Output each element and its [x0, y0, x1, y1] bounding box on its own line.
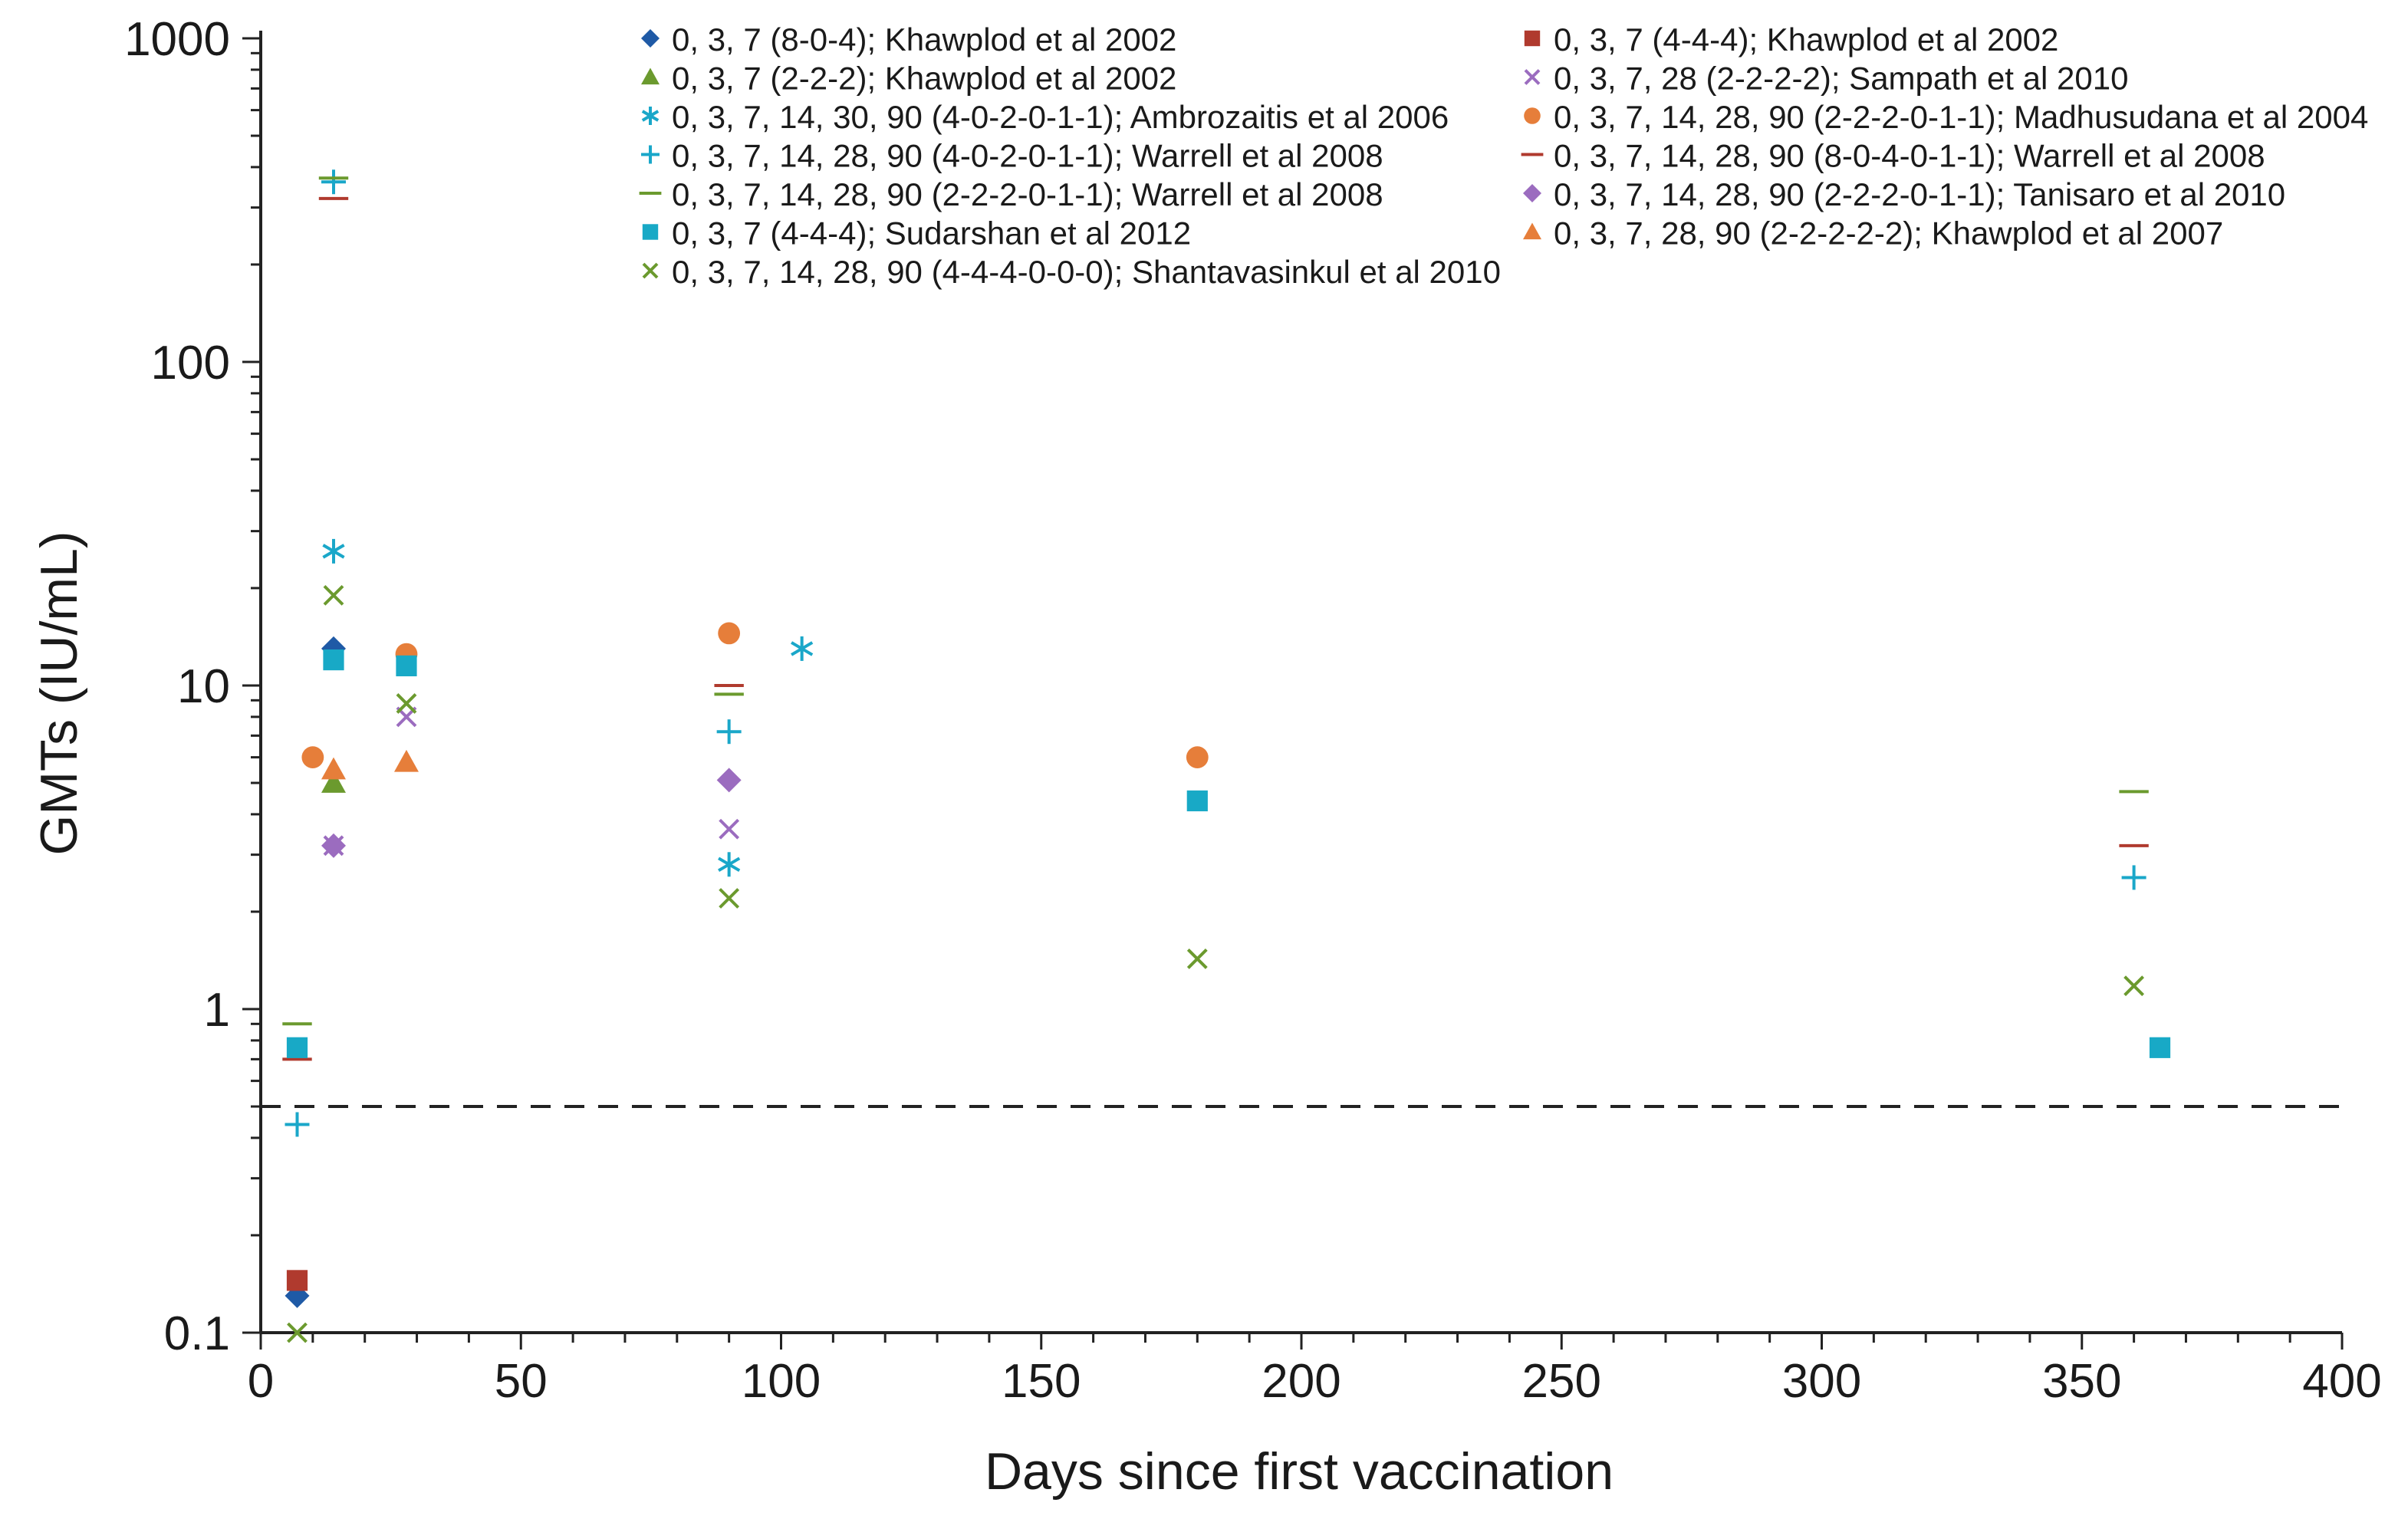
- y-tick-label: 0.1: [164, 1307, 230, 1360]
- data-point: [2149, 1037, 2171, 1058]
- legend-item: 0, 3, 7, 28 (2-2-2-2); Sampath et al 201…: [1524, 61, 2128, 97]
- legend-marker: [641, 29, 660, 48]
- x-tick-label: 50: [495, 1355, 548, 1408]
- data-point: [716, 768, 742, 793]
- y-tick-label: 1: [204, 984, 230, 1037]
- data-point: [287, 1322, 308, 1343]
- legend-label: 0, 3, 7, 14, 30, 90 (4-0-2-0-1-1); Ambro…: [672, 99, 1449, 135]
- data-point: [2121, 865, 2146, 890]
- legend-item: 0, 3, 7, 14, 28, 90 (2-2-2-0-1-1); Madhu…: [1524, 99, 2368, 135]
- legend-marker: [1524, 69, 1541, 85]
- data-point: [301, 746, 324, 769]
- data-point: [321, 833, 346, 858]
- x-tick-label: 400: [2302, 1355, 2381, 1408]
- data-point: [1186, 746, 1209, 769]
- legend-item: 0, 3, 7 (8-0-4); Khawplod et al 2002: [641, 21, 1176, 58]
- y-tick-label: 10: [177, 660, 230, 713]
- legend-label: 0, 3, 7, 14, 28, 90 (4-0-2-0-1-1); Warre…: [672, 138, 1383, 174]
- data-point: [321, 757, 346, 780]
- legend-label: 0, 3, 7 (2-2-2); Khawplod et al 2002: [672, 61, 1176, 97]
- legend-marker: [1524, 30, 1541, 47]
- data-point: [396, 655, 417, 676]
- data-point: [393, 749, 419, 772]
- data-points: [282, 169, 2171, 1343]
- legend-marker: [641, 107, 660, 125]
- legend-item: 0, 3, 7, 14, 28, 90 (4-4-4-0-0-0); Shant…: [642, 254, 1501, 290]
- legend-label: 0, 3, 7 (4-4-4); Khawplod et al 2002: [1554, 21, 2058, 58]
- data-point: [396, 693, 417, 714]
- legend-item: 0, 3, 7 (4-4-4); Sudarshan et al 2012: [642, 215, 1191, 252]
- legend-label: 0, 3, 7, 14, 28, 90 (2-2-2-0-1-1); Tanis…: [1554, 176, 2285, 212]
- legend-marker: [1523, 222, 1541, 240]
- legend-item: 0, 3, 7, 14, 28, 90 (2-2-2-0-1-1); Warre…: [639, 176, 1383, 212]
- data-point: [1186, 790, 1208, 812]
- legend-item: 0, 3, 7, 14, 28, 90 (4-0-2-0-1-1); Warre…: [641, 138, 1383, 174]
- legend-marker: [642, 224, 659, 240]
- data-point: [791, 636, 814, 661]
- y-tick-label: 1000: [124, 13, 230, 66]
- data-point: [718, 852, 741, 877]
- legend-label: 0, 3, 7, 28, 90 (2-2-2-2-2); Khawplod et…: [1554, 215, 2223, 252]
- legend-marker: [641, 145, 660, 164]
- legend-label: 0, 3, 7, 14, 28, 90 (8-0-4-0-1-1); Warre…: [1554, 138, 2265, 174]
- legend-marker: [642, 262, 659, 279]
- data-point: [286, 1037, 308, 1058]
- data-point: [321, 169, 346, 195]
- data-point: [1186, 949, 1208, 969]
- legend-item: 0, 3, 7, 14, 28, 90 (8-0-4-0-1-1); Warre…: [1521, 138, 2265, 174]
- data-point: [719, 888, 740, 909]
- legend-item: 0, 3, 7, 14, 28, 90 (2-2-2-0-1-1); Tanis…: [1523, 176, 2285, 212]
- legend-item: 0, 3, 7 (2-2-2); Khawplod et al 2002: [641, 61, 1176, 97]
- x-tick-label: 350: [2042, 1355, 2121, 1408]
- y-tick-label: 100: [151, 337, 230, 390]
- data-point: [716, 719, 742, 745]
- data-point: [321, 771, 346, 793]
- legend-label: 0, 3, 7 (8-0-4); Khawplod et al 2002: [672, 21, 1176, 58]
- legend-label: 0, 3, 7 (4-4-4); Sudarshan et al 2012: [672, 215, 1191, 252]
- y-axis-title: GMTs (IU/mL): [30, 531, 88, 855]
- data-point: [718, 622, 741, 645]
- x-tick-label: 100: [742, 1355, 821, 1408]
- axes: 0 50 100 150 200 250 300 350 400 0.1 1 10 100 1000: [124, 13, 2382, 1408]
- x-axis-title: Days since first vaccination: [985, 1442, 1614, 1501]
- legend-marker: [1523, 184, 1541, 202]
- x-tick-label: 250: [1522, 1355, 1601, 1408]
- legend-marker: [641, 67, 660, 85]
- data-point: [2123, 975, 2145, 997]
- legend-label: 0, 3, 7, 14, 28, 90 (2-2-2-0-1-1); Warre…: [672, 176, 1383, 212]
- legend-label: 0, 3, 7, 14, 28, 90 (4-4-4-0-0-0); Shant…: [672, 254, 1501, 290]
- data-point: [322, 538, 345, 564]
- legend-marker: [1524, 107, 1541, 124]
- legend-item: 0, 3, 7, 14, 30, 90 (4-0-2-0-1-1); Ambro…: [641, 99, 1449, 135]
- legend-label: 0, 3, 7, 28 (2-2-2-2); Sampath et al 201…: [1554, 61, 2128, 97]
- x-tick-label: 300: [1782, 1355, 1861, 1408]
- x-tick-label: 0: [248, 1355, 274, 1408]
- data-point: [323, 584, 344, 606]
- x-tick-label: 200: [1262, 1355, 1341, 1408]
- data-point: [719, 818, 740, 840]
- data-point: [286, 1270, 308, 1291]
- data-point: [323, 649, 344, 671]
- x-tick-label: 150: [1002, 1355, 1081, 1408]
- data-point: [285, 1112, 310, 1137]
- legend-label: 0, 3, 7, 14, 28, 90 (2-2-2-0-1-1); Madhu…: [1554, 99, 2368, 135]
- legend-item: 0, 3, 7, 28, 90 (2-2-2-2-2); Khawplod et…: [1523, 215, 2223, 252]
- legend-item: 0, 3, 7 (4-4-4); Khawplod et al 2002: [1524, 21, 2058, 58]
